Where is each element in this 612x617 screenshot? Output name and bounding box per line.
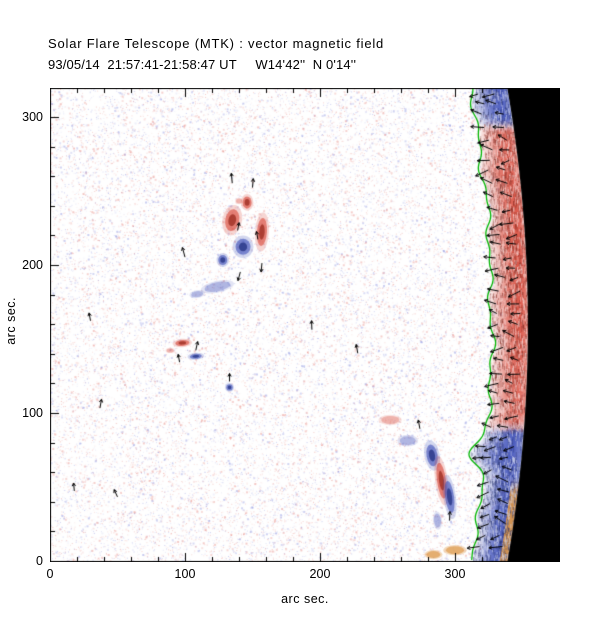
y-tick-label: 300 bbox=[22, 110, 43, 125]
y-axis-label: arc sec. bbox=[4, 297, 18, 345]
y-tick-label: 0 bbox=[36, 554, 43, 568]
x-tick-label: 100 bbox=[174, 567, 196, 581]
figure-title: Solar Flare Telescope (MTK) : vector mag… bbox=[48, 36, 385, 51]
x-tick-label: 300 bbox=[444, 567, 466, 581]
x-tick-label: 200 bbox=[309, 567, 331, 581]
y-tick-label: 200 bbox=[22, 258, 43, 273]
x-tick-label: 0 bbox=[46, 567, 54, 581]
figure-subtitle: 93/05/14 21:57:41-21:58:47 UT W14'42'' N… bbox=[48, 57, 357, 72]
y-tick-label: 100 bbox=[22, 406, 43, 420]
x-axis-label: arc sec. bbox=[281, 592, 329, 606]
magnetogram-plot bbox=[50, 88, 560, 562]
